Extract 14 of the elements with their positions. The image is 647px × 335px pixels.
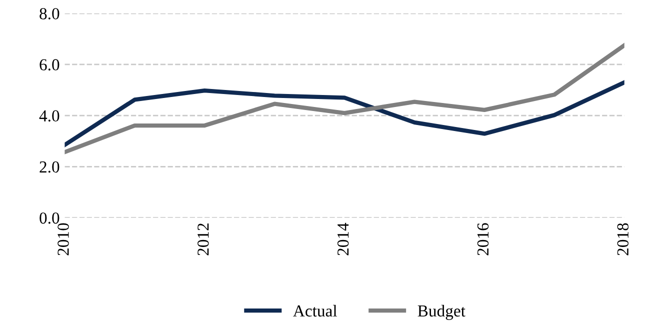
x-tick-label: 2010: [58, 223, 69, 256]
x-tick-label: 2014: [337, 222, 349, 256]
y-tick-label: 6.0: [40, 59, 60, 71]
line-series: [64, 43, 624, 154]
x-tick-label: 2016: [477, 223, 489, 256]
y-tick-label: 4.0: [39, 110, 60, 122]
y-tick-label: 2.0: [40, 161, 60, 173]
y-tick-label: 8.0: [40, 8, 60, 20]
x-tick-label: 2018: [617, 223, 629, 256]
legend-label: Actual: [293, 304, 337, 317]
line-series: [64, 80, 624, 148]
y-tick-label: 0.0: [40, 212, 60, 224]
legend-label: Budget: [418, 304, 466, 320]
x-tick-label: 2012: [198, 224, 209, 256]
